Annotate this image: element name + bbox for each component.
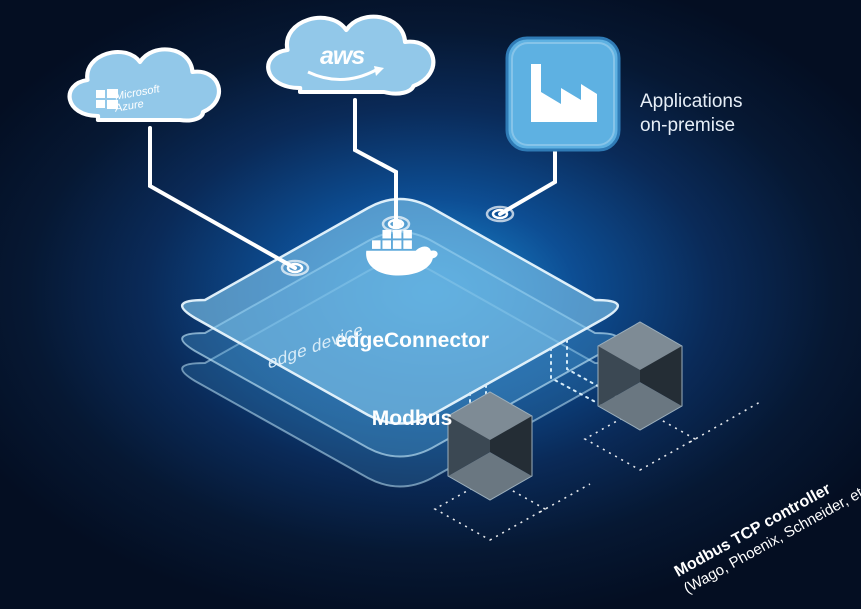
aws-logo-text: aws — [320, 42, 365, 70]
server-link-dotted — [540, 484, 590, 512]
edgeconnector-line2: Modbus — [335, 406, 489, 432]
applications-onpremise-label: Applications on-premise — [640, 90, 742, 138]
edgeconnector-title: edgeConnector Modbus — [335, 275, 489, 459]
onprem-tile — [507, 38, 619, 150]
server-edge-dotted — [690, 402, 760, 442]
cloud-aws: aws — [268, 17, 433, 94]
diagram-stage: aws — [0, 0, 861, 609]
